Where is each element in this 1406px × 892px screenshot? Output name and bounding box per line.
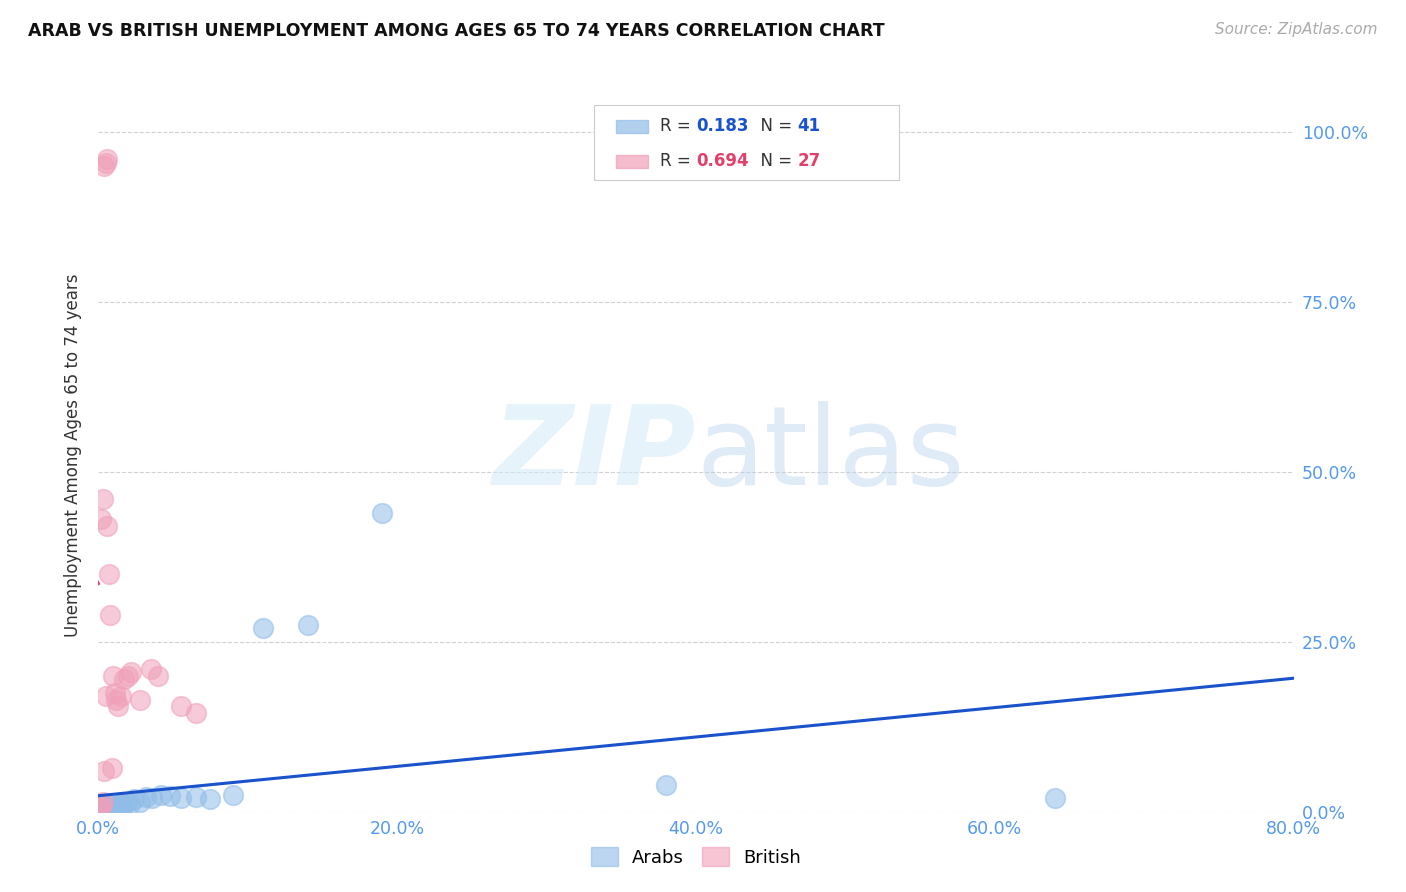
- Point: [96, 519, 118, 533]
- Point: [222, 788, 245, 802]
- Point: [94, 803, 117, 817]
- Point: [94, 689, 117, 703]
- Text: R =: R =: [661, 117, 696, 136]
- FancyBboxPatch shape: [616, 120, 648, 133]
- Point: [112, 672, 135, 686]
- Point: [655, 778, 678, 792]
- Point: [90, 799, 112, 814]
- Point: [200, 792, 222, 806]
- Point: [94, 155, 117, 169]
- Point: [103, 798, 125, 813]
- Text: R =: R =: [661, 153, 696, 170]
- Point: [139, 662, 162, 676]
- Point: [184, 789, 207, 804]
- Point: [101, 760, 124, 774]
- Point: [112, 797, 135, 812]
- Text: N =: N =: [749, 153, 797, 170]
- Point: [129, 795, 152, 809]
- Point: [110, 797, 132, 811]
- Text: 41: 41: [797, 117, 821, 136]
- Point: [124, 792, 146, 806]
- Point: [98, 801, 122, 815]
- Point: [150, 788, 173, 802]
- Point: [169, 791, 191, 805]
- Text: N =: N =: [749, 117, 797, 136]
- Point: [107, 699, 129, 714]
- Point: [252, 621, 274, 635]
- Point: [97, 566, 120, 581]
- Point: [115, 795, 138, 809]
- Point: [117, 669, 139, 683]
- Point: [107, 797, 129, 812]
- Point: [89, 801, 111, 815]
- Y-axis label: Unemployment Among Ages 65 to 74 years: Unemployment Among Ages 65 to 74 years: [63, 273, 82, 637]
- Point: [371, 506, 394, 520]
- Point: [104, 801, 127, 815]
- Text: 0.183: 0.183: [696, 117, 748, 136]
- Point: [93, 799, 115, 814]
- Text: atlas: atlas: [696, 401, 965, 508]
- Point: [129, 692, 152, 706]
- Point: [108, 800, 131, 814]
- Point: [169, 699, 191, 714]
- Point: [96, 801, 118, 815]
- Legend: Arabs, British: Arabs, British: [583, 840, 808, 874]
- Point: [159, 789, 181, 803]
- Point: [104, 686, 127, 700]
- Point: [105, 799, 128, 814]
- Point: [91, 801, 114, 815]
- Point: [97, 802, 120, 816]
- Point: [297, 617, 319, 632]
- Point: [90, 800, 112, 814]
- Point: [94, 800, 117, 814]
- Point: [90, 512, 112, 526]
- Text: ZIP: ZIP: [492, 401, 696, 508]
- FancyBboxPatch shape: [595, 105, 900, 180]
- Point: [96, 153, 118, 167]
- Point: [90, 802, 112, 816]
- Point: [141, 791, 163, 805]
- Point: [135, 789, 157, 804]
- Text: 27: 27: [797, 153, 821, 170]
- Text: Source: ZipAtlas.com: Source: ZipAtlas.com: [1215, 22, 1378, 37]
- Point: [101, 800, 124, 814]
- Point: [96, 798, 118, 813]
- Point: [118, 797, 141, 811]
- Text: ARAB VS BRITISH UNEMPLOYMENT AMONG AGES 65 TO 74 YEARS CORRELATION CHART: ARAB VS BRITISH UNEMPLOYMENT AMONG AGES …: [28, 22, 884, 40]
- FancyBboxPatch shape: [616, 155, 648, 168]
- Point: [97, 800, 120, 814]
- Point: [103, 669, 125, 683]
- Point: [93, 159, 115, 173]
- Text: 0.694: 0.694: [696, 153, 748, 170]
- Point: [91, 800, 114, 814]
- Point: [110, 689, 132, 703]
- Point: [89, 803, 111, 817]
- Point: [105, 692, 128, 706]
- Point: [93, 802, 115, 816]
- Point: [98, 799, 122, 814]
- Point: [91, 803, 114, 817]
- Point: [120, 665, 142, 680]
- Point: [93, 764, 115, 778]
- Point: [98, 607, 122, 622]
- Point: [91, 795, 114, 809]
- Point: [184, 706, 207, 721]
- Point: [1043, 791, 1066, 805]
- Point: [148, 669, 170, 683]
- Point: [91, 492, 114, 507]
